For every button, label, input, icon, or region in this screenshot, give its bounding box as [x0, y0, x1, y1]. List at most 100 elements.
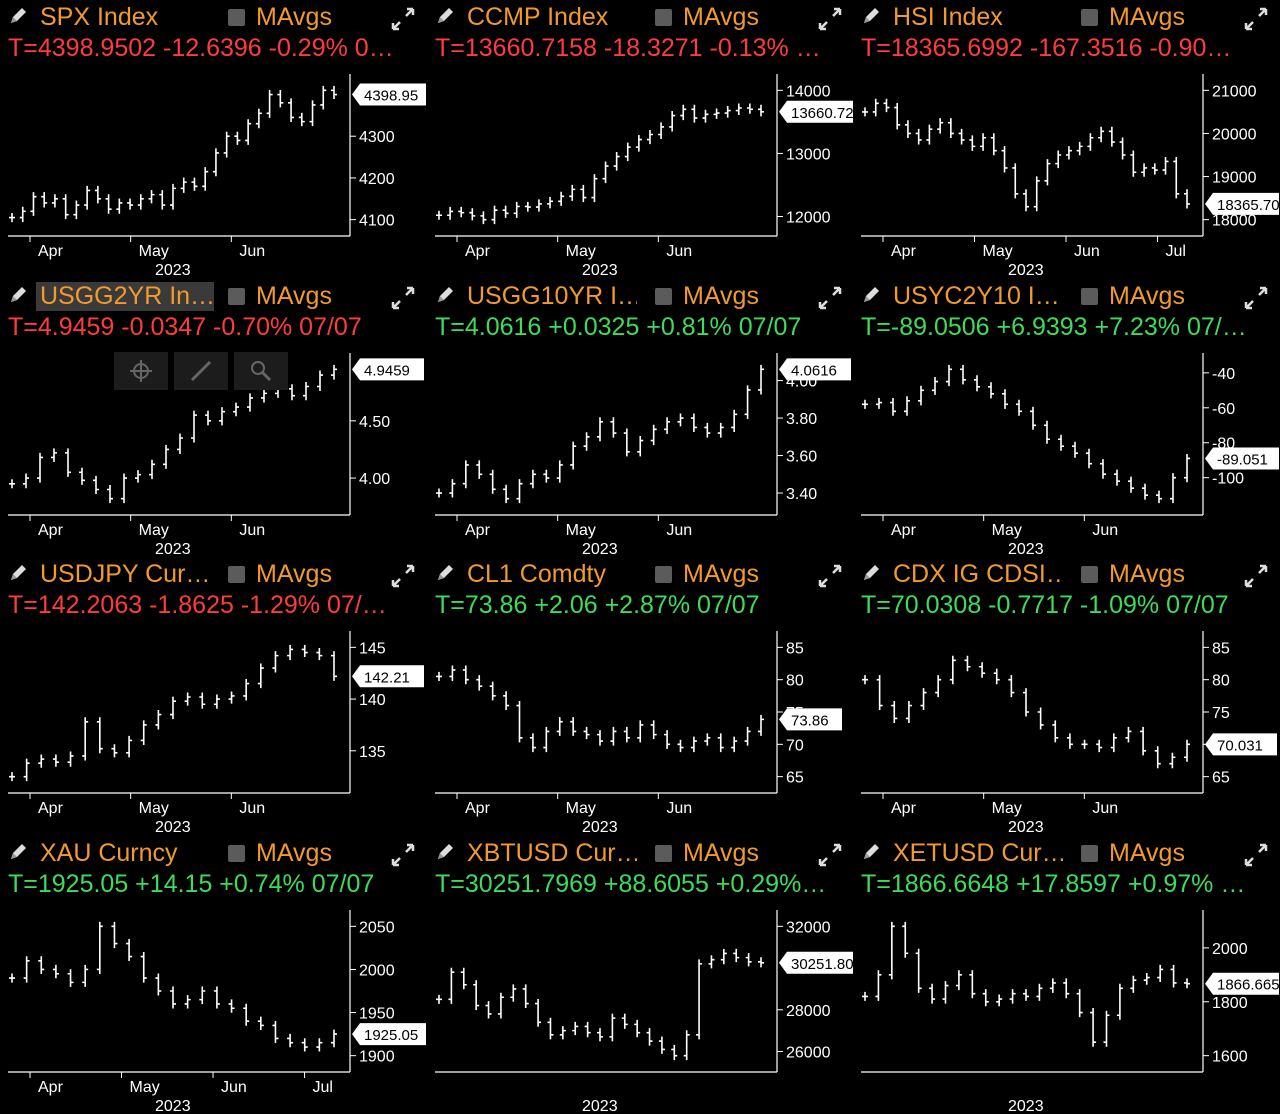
mavgs-checkbox[interactable]	[1081, 845, 1098, 862]
chart-panel[interactable]: CCMP Index MAvgs T=13660.7158 -18.3271 -…	[427, 0, 853, 278]
mavgs-label[interactable]: MAvgs	[1109, 839, 1185, 867]
mavgs-checkbox[interactable]	[655, 288, 672, 305]
mavgs-label[interactable]: MAvgs	[1109, 282, 1185, 310]
chart-panel[interactable]: CL1 Comdty MAvgs T=73.86 +2.06 +2.87% 07…	[427, 557, 853, 835]
pencil-icon[interactable]	[8, 563, 28, 583]
zoom-button[interactable]	[234, 352, 288, 390]
chart-panel[interactable]: XAU Curncy MAvgs T=1925.05 +14.15 +0.74%…	[0, 836, 426, 1114]
mavgs-label[interactable]: MAvgs	[1109, 560, 1185, 588]
ticker-label[interactable]: USGG10YR I…	[467, 282, 637, 310]
price-bar	[223, 131, 230, 158]
chart-panel[interactable]: CDX IG CDSI… MAvgs T=70.0308 -0.7717 -1.…	[853, 557, 1279, 835]
draw-button[interactable]	[174, 352, 228, 390]
mavgs-checkbox[interactable]	[228, 288, 245, 305]
expand-arrows-icon[interactable]	[817, 842, 843, 868]
chart-panel[interactable]: XBTUSD Cur… MAvgs T=30251.7969 +88.6055 …	[427, 836, 853, 1114]
price-chart[interactable]: 2000 1800 1600 1866.665 2023	[853, 902, 1279, 1114]
pencil-icon[interactable]	[8, 6, 28, 26]
price-bar	[462, 460, 469, 489]
chart-panel[interactable]: USYC2Y10 I… MAvgs T=-89.0506 +6.9393 +7.…	[853, 279, 1279, 557]
price-chart[interactable]: 4.50 4.00 4.9459 Apr May Jun 2023	[0, 345, 426, 557]
price-chart[interactable]: 2050 2000 1950 1900 1925.05 Apr May Jun Jul 2023	[0, 902, 426, 1114]
month-label: Apr	[891, 800, 917, 817]
mavgs-checkbox[interactable]	[228, 9, 245, 26]
mavgs-checkbox[interactable]	[655, 9, 672, 26]
pencil-icon[interactable]	[861, 842, 881, 862]
mavgs-label[interactable]: MAvgs	[683, 3, 759, 31]
mavgs-label[interactable]: MAvgs	[683, 282, 759, 310]
ticker-label[interactable]: USDJPY Cur…	[40, 560, 210, 588]
mavgs-label[interactable]: MAvgs	[256, 839, 332, 867]
price-chart[interactable]: 145 140 135 142.21 Apr May Jun 2023	[0, 623, 426, 835]
mavgs-label[interactable]: MAvgs	[683, 560, 759, 588]
y-tick-label: 135	[359, 744, 386, 761]
mavgs-label[interactable]: MAvgs	[256, 282, 332, 310]
expand-arrows-icon[interactable]	[1243, 6, 1269, 32]
month-label: May	[566, 243, 596, 260]
pencil-icon[interactable]	[435, 6, 455, 26]
ticker-label[interactable]: USYC2Y10 I…	[893, 282, 1060, 310]
ticker-label[interactable]: CCMP Index	[467, 3, 609, 31]
ticker-label[interactable]: CL1 Comdty	[467, 560, 606, 588]
expand-arrows-icon[interactable]	[390, 285, 416, 311]
ticker-label[interactable]: XBTUSD Cur…	[467, 839, 637, 867]
mavgs-label[interactable]: MAvgs	[1109, 3, 1185, 31]
ticker-label[interactable]: HSI Index	[893, 3, 1003, 31]
mavgs-checkbox[interactable]	[228, 845, 245, 862]
chart-panel[interactable]: USGG10YR I… MAvgs T=4.0616 +0.0325 +0.81…	[427, 279, 853, 557]
pencil-icon[interactable]	[435, 842, 455, 862]
pencil-icon[interactable]	[861, 285, 881, 305]
chart-panel[interactable]: HSI Index MAvgs T=18365.6992 -167.3516 -…	[853, 0, 1279, 278]
expand-arrows-icon[interactable]	[817, 285, 843, 311]
ticker-label[interactable]: USGG2YR In…	[36, 282, 214, 311]
expand-arrows-icon[interactable]	[390, 563, 416, 589]
price-chart[interactable]: 4300 4200 4100 4398.95 Apr May Jun 2023	[0, 66, 426, 278]
price-bar	[731, 409, 738, 432]
mavgs-checkbox[interactable]	[228, 566, 245, 583]
expand-arrows-icon[interactable]	[390, 842, 416, 868]
mavgs-label[interactable]: MAvgs	[256, 560, 332, 588]
price-bar	[447, 206, 454, 220]
ticker-label[interactable]: SPX Index	[40, 3, 159, 31]
pencil-icon[interactable]	[435, 285, 455, 305]
chart-panel[interactable]: USDJPY Cur… MAvgs T=142.2063 -1.8625 -1.…	[0, 557, 426, 835]
expand-arrows-icon[interactable]	[817, 6, 843, 32]
mavgs-checkbox[interactable]	[1081, 9, 1098, 26]
ticker-label[interactable]: CDX IG CDSI…	[893, 560, 1063, 588]
price-bar	[462, 665, 469, 685]
mavgs-checkbox[interactable]	[1081, 288, 1098, 305]
mavgs-checkbox[interactable]	[655, 845, 672, 862]
last-price-label: 4.0616	[791, 362, 837, 379]
ticker-label[interactable]: XAU Curncy	[40, 839, 178, 867]
price-chart[interactable]: 32000 28000 26000 30251.80 2023	[427, 902, 853, 1114]
pencil-icon[interactable]	[861, 6, 881, 26]
chart-panel[interactable]: XETUSD Cur… MAvgs T=1866.6648 +17.8597 +…	[853, 836, 1279, 1114]
ticker-label[interactable]: XETUSD Cur…	[893, 839, 1063, 867]
last-price-tag: 1925.05	[352, 1023, 426, 1046]
price-bar	[228, 999, 235, 1013]
price-chart[interactable]: 14000 13000 12000 13660.72 Apr May Jun 2023	[427, 66, 853, 278]
pencil-icon[interactable]	[8, 842, 28, 862]
expand-arrows-icon[interactable]	[1243, 842, 1269, 868]
chart-panel[interactable]: SPX Index MAvgs T=4398.9502 -12.6396 -0.…	[0, 0, 426, 278]
chart-panel[interactable]: USGG2YR In… MAvgs T=4.9459 -0.0347 -0.70…	[0, 279, 426, 557]
mavgs-label[interactable]: MAvgs	[683, 839, 759, 867]
expand-arrows-icon[interactable]	[390, 6, 416, 32]
pencil-icon[interactable]	[861, 563, 881, 583]
pencil-icon[interactable]	[8, 285, 28, 305]
expand-arrows-icon[interactable]	[1243, 285, 1269, 311]
expand-arrows-icon[interactable]	[817, 563, 843, 589]
crosshair-button[interactable]	[114, 352, 168, 390]
mavgs-checkbox[interactable]	[655, 566, 672, 583]
year-label: 2023	[582, 819, 618, 835]
mavgs-checkbox[interactable]	[1081, 566, 1098, 583]
expand-arrows-icon[interactable]	[1243, 563, 1269, 589]
pencil-icon[interactable]	[435, 563, 455, 583]
mavgs-label[interactable]: MAvgs	[256, 3, 332, 31]
price-bar	[717, 733, 724, 753]
